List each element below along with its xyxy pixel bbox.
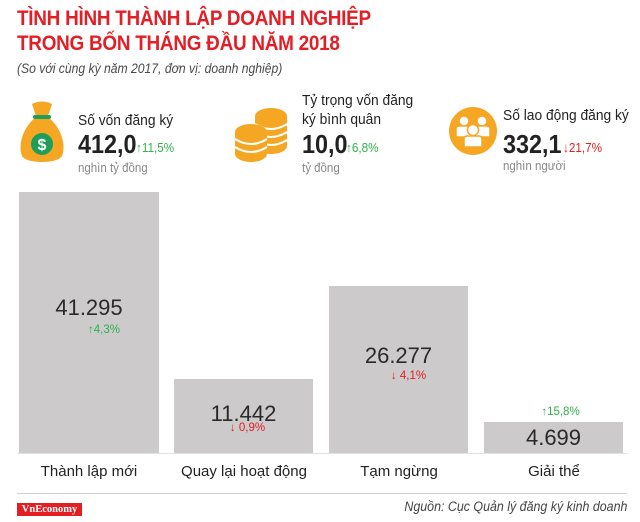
people-icon: [449, 107, 497, 155]
chart-baseline: [17, 453, 627, 454]
source-note: Nguồn: Cục Quản lý đăng ký kinh doanh: [403, 499, 627, 514]
kpi-label-line-1: Tỷ trọng vốn đăng: [302, 92, 414, 109]
coins-icon: [234, 108, 288, 162]
kpi-value: 412,0: [78, 129, 137, 159]
kpi-value: 10,0: [302, 129, 348, 159]
kpi-label: Số lao động đăng ký: [503, 107, 629, 124]
bar-tam-ngung: 26.277 ↓ 4,1%: [329, 286, 468, 453]
bar-value: 11.442: [210, 401, 277, 426]
bar-quay-lai-hoat-dong: 11.442 ↓ 0,9%: [174, 379, 313, 453]
bar-thanh-lap-moi: 41.295 ↑4,3%: [19, 192, 159, 453]
title-line-2: TRONG BỐN THÁNG ĐẦU NĂM 2018: [17, 31, 340, 55]
subtitle: (So với cùng kỳ năm 2017, đơn vị: doanh …: [17, 61, 283, 76]
bar-change: ↓ 0,9%: [229, 422, 266, 434]
kpi-change: ↑6,8%: [346, 140, 379, 155]
kpi-unit: nghìn tỷ đồng: [78, 161, 148, 175]
vneconomy-logo: VnEconomy: [17, 503, 82, 516]
footer-divider: [17, 493, 627, 494]
kpi-unit: nghìn người: [503, 159, 566, 173]
bar-value: 41.295: [55, 295, 123, 320]
bar-change: ↑4,3%: [88, 324, 120, 336]
bar-change: ↑15,8%: [541, 406, 580, 418]
title-line-1: TÌNH HÌNH THÀNH LẬP DOANH NGHIỆP: [17, 6, 371, 30]
kpi-label-line-2: ký bình quân: [302, 111, 382, 128]
money-bag-icon: $: [20, 101, 64, 162]
kpi-label: Số vốn đăng ký: [78, 112, 174, 129]
x-label: Thành lập mới: [40, 463, 138, 480]
page-title: TÌNH HÌNH THÀNH LẬP DOANH NGHIỆP TRONG B…: [17, 6, 371, 56]
kpi-change: ↓21,7%: [563, 140, 603, 155]
kpi-change: ↑11,5%: [136, 140, 175, 155]
bar-change: ↓ 4,1%: [390, 370, 427, 382]
kpi-value: 332,1: [503, 129, 562, 159]
x-label: Tạm ngừng: [360, 463, 438, 480]
x-label: Quay lại hoạt động: [181, 463, 307, 480]
bar-giai-the: 4.699 ↑15,8%: [484, 406, 623, 453]
kpi-unit: tỷ đồng: [302, 161, 340, 175]
bar-value: 4.699: [525, 425, 582, 450]
bar-value: 26.277: [364, 343, 433, 368]
svg-text:$: $: [38, 137, 47, 154]
x-label: Giải thể: [528, 463, 580, 480]
